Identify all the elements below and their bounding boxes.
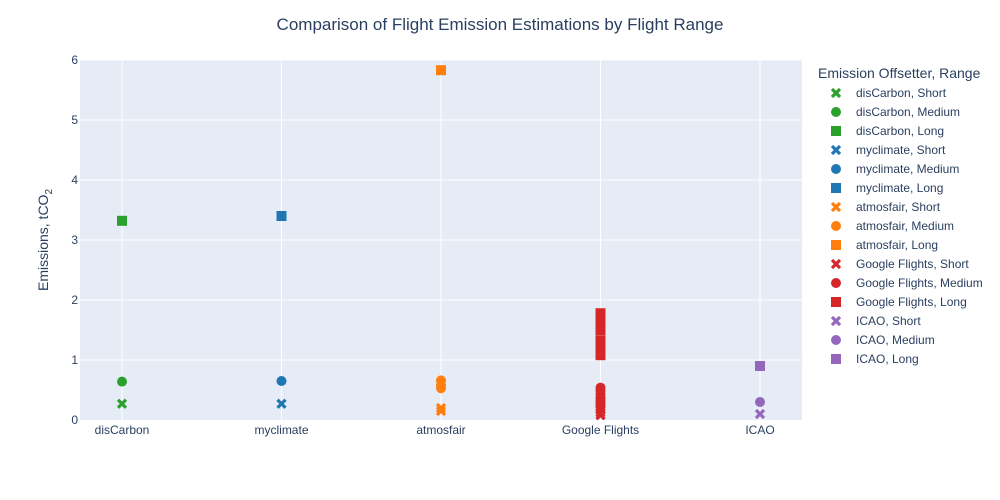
data-point-circle [436, 375, 446, 386]
legend-label: ICAO, Medium [856, 333, 935, 347]
legend-item: myclimate, Short [830, 143, 946, 157]
legend-item: atmosfair, Long [831, 238, 938, 252]
y-tick-label: 4 [71, 173, 78, 187]
legend-item: ICAO, Short [830, 314, 921, 328]
legend-item: myclimate, Medium [831, 162, 959, 176]
legend-item: Google Flights, Short [830, 257, 969, 271]
y-tick-label: 2 [71, 293, 78, 307]
legend-item: ICAO, Medium [831, 333, 935, 347]
legend-label: Google Flights, Long [856, 295, 967, 309]
legend-marker-x [830, 315, 842, 327]
legend: disCarbon, Short disCarbon, Medium disCarb… [830, 86, 983, 366]
grid-lines [80, 59, 802, 420]
legend-item: disCarbon, Short [830, 86, 947, 100]
legend-marker-circle [831, 164, 841, 174]
data-point-circle [117, 376, 127, 387]
legend-marker-x [830, 201, 842, 213]
data-point-square [595, 308, 606, 319]
legend-marker-x [830, 87, 842, 99]
data-point-x [754, 408, 766, 420]
data-point-square [117, 215, 127, 226]
legend-marker-square [831, 354, 841, 364]
data-point-circle [595, 382, 606, 393]
y-tick-label: 6 [71, 53, 78, 67]
legend-label: myclimate, Medium [856, 162, 959, 176]
data-point-x [435, 405, 447, 417]
legend-label: myclimate, Short [856, 143, 946, 157]
data-point-square [276, 211, 287, 221]
legend-marker-square [831, 126, 841, 136]
y-tick-label: 5 [71, 113, 78, 127]
legend-marker-x [830, 144, 842, 156]
legend-item: disCarbon, Long [831, 124, 944, 138]
legend-label: ICAO, Short [856, 314, 921, 328]
legend-item: disCarbon, Medium [831, 105, 960, 119]
legend-label: disCarbon, Long [856, 124, 944, 138]
data-point-circle [276, 376, 287, 386]
data-point-x [276, 398, 287, 409]
data-point-x [116, 398, 128, 409]
legend-label: atmosfair, Short [856, 200, 941, 214]
legend-item: atmosfair, Short [830, 200, 941, 214]
y-tick-label: 1 [71, 353, 78, 367]
x-tick-label: disCarbon [95, 423, 150, 437]
y-axis-title-subscript: 2 [44, 189, 55, 195]
data-point-square [436, 65, 446, 76]
legend-marker-x [830, 258, 842, 270]
data-point-square [595, 335, 606, 346]
legend-marker-circle [831, 107, 841, 117]
legend-item: Google Flights, Medium [831, 276, 983, 290]
legend-marker-circle [831, 335, 841, 345]
data-point-circle [755, 397, 765, 407]
x-tick-label: Google Flights [562, 423, 639, 437]
chart-title: Comparison of Flight Emission Estimation… [277, 15, 724, 34]
legend-item: myclimate, Long [831, 181, 943, 195]
legend-title: Emission Offsetter, Range [818, 65, 981, 81]
legend-marker-square [831, 240, 841, 250]
legend-label: myclimate, Long [856, 181, 943, 195]
legend-item: Google Flights, Long [831, 295, 967, 309]
legend-label: ICAO, Long [856, 352, 919, 366]
data-point-square [595, 319, 606, 329]
data-point-x [435, 402, 447, 414]
data-point-square [595, 325, 606, 335]
legend-item: atmosfair, Medium [831, 219, 954, 233]
data-point-square [755, 361, 765, 371]
legend-label: disCarbon, Short [856, 86, 947, 100]
x-tick-label: atmosfair [416, 423, 465, 437]
y-axis-ticks: 0 1 2 3 4 5 6 [71, 53, 78, 427]
legend-marker-circle [831, 221, 841, 231]
legend-label: atmosfair, Medium [856, 219, 954, 233]
legend-item: ICAO, Long [831, 352, 919, 366]
legend-marker-square [831, 183, 841, 193]
y-axis-title-main: Emissions, tCO [35, 194, 51, 291]
y-tick-label: 0 [71, 413, 78, 427]
x-tick-label: myclimate [254, 423, 308, 437]
data-markers [116, 65, 766, 421]
y-tick-label: 3 [71, 233, 78, 247]
legend-label: disCarbon, Medium [856, 105, 960, 119]
y-axis-title: Emissions, tCO2 [35, 189, 55, 291]
legend-marker-circle [831, 278, 841, 288]
legend-label: Google Flights, Short [856, 257, 969, 271]
legend-label: Google Flights, Medium [856, 276, 983, 290]
legend-marker-square [831, 297, 841, 307]
x-axis-ticks: disCarbon myclimate atmosfair Google Flight… [95, 423, 775, 437]
legend-label: atmosfair, Long [856, 238, 938, 252]
x-tick-label: ICAO [745, 423, 774, 437]
